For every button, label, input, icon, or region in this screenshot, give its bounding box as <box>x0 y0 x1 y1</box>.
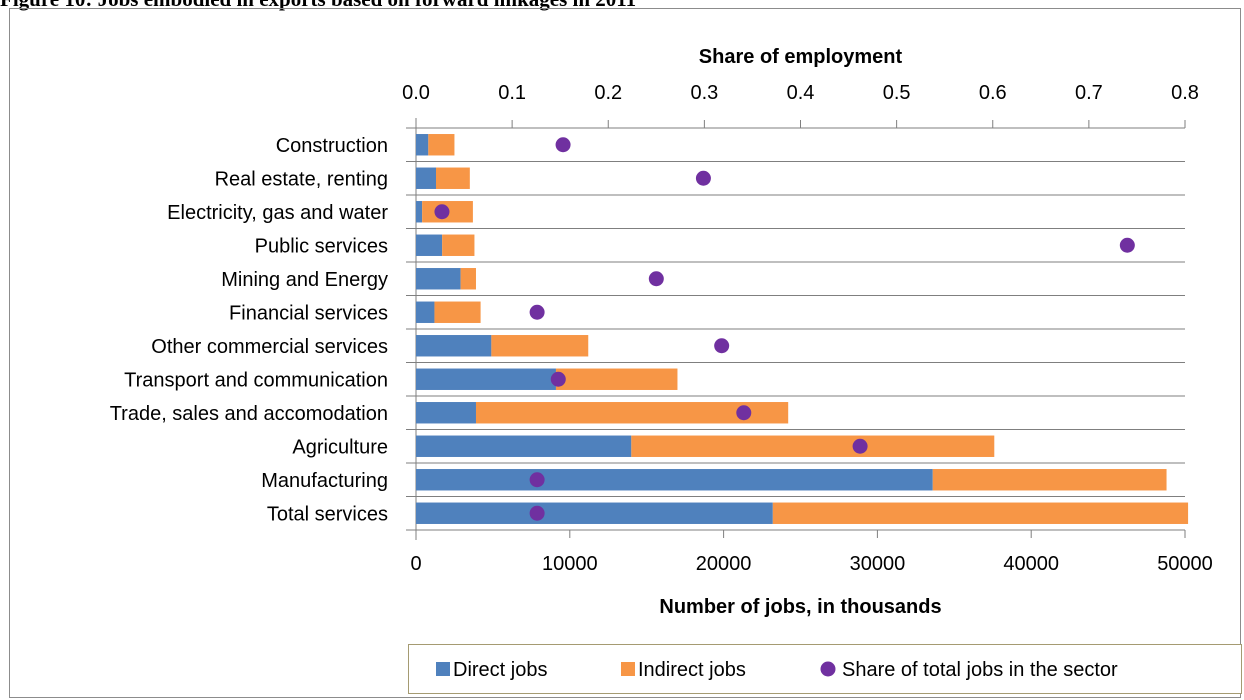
bottom-tick-label: 0 <box>410 553 421 575</box>
bottom-tick-label: 10000 <box>542 553 598 575</box>
share-marker <box>434 204 450 220</box>
bar-direct-jobs <box>416 268 461 290</box>
bar-indirect-jobs <box>428 134 455 156</box>
category-labels: Construction Real estate, renting Electric… <box>110 135 389 526</box>
top-axis-ticks: 0.0 0.1 0.2 0.3 0.4 0.5 0.6 0.7 0.8 <box>402 82 1199 104</box>
share-marker <box>852 438 868 454</box>
bar-direct-jobs <box>416 435 632 457</box>
figure-title: Figure 10: Jobs embodied in exports base… <box>0 0 636 11</box>
share-marker <box>529 505 545 521</box>
bar-direct-jobs <box>416 469 933 491</box>
category-label: Electricity, gas and water <box>167 202 388 224</box>
bar-indirect-jobs <box>772 502 1189 524</box>
share-marker <box>695 170 711 186</box>
bar-direct-jobs <box>416 167 436 189</box>
bottom-axis-title: Number of jobs, in thousands <box>659 596 941 618</box>
category-label: Construction <box>276 135 388 157</box>
bar-direct-jobs <box>416 301 435 323</box>
share-marker <box>529 304 545 320</box>
category-label: Real estate, renting <box>215 168 388 190</box>
bar-direct-jobs <box>416 134 429 156</box>
share-marker <box>736 405 752 421</box>
share-marker <box>550 371 566 387</box>
top-tick-label: 0.7 <box>1075 82 1103 104</box>
category-label: Total services <box>267 503 388 525</box>
bar-direct-jobs <box>416 502 773 524</box>
category-label: Financial services <box>229 302 388 324</box>
legend <box>408 644 1242 694</box>
top-tick-label: 0.4 <box>787 82 815 104</box>
top-tick-label: 0.0 <box>402 82 430 104</box>
category-label: Mining and Energy <box>221 269 388 291</box>
bar-indirect-jobs <box>932 469 1167 491</box>
bar-indirect-jobs <box>435 167 470 189</box>
share-marker <box>1119 237 1135 253</box>
bar-indirect-jobs <box>434 301 481 323</box>
share-marker <box>555 137 571 153</box>
top-tick-label: 0.2 <box>594 82 622 104</box>
top-tick-label: 0.5 <box>883 82 911 104</box>
category-label: Transport and communication <box>124 369 388 391</box>
category-label: Other commercial services <box>151 336 388 358</box>
bottom-tick-label: 40000 <box>1003 553 1059 575</box>
bottom-tick-label: 50000 <box>1157 553 1213 575</box>
bottom-axis-ticks: 0 10000 20000 30000 40000 50000 <box>410 553 1212 575</box>
category-label: Public services <box>255 235 388 257</box>
top-axis-title: Share of employment <box>699 46 903 68</box>
top-tick-label: 0.6 <box>979 82 1007 104</box>
bar-indirect-jobs <box>491 335 589 357</box>
share-markers <box>434 137 1135 521</box>
share-marker <box>714 338 730 354</box>
bar-indirect-jobs <box>442 234 475 256</box>
bar-indirect-jobs <box>460 268 476 290</box>
share-marker <box>529 472 545 488</box>
category-label: Agriculture <box>292 436 388 458</box>
bar-direct-jobs <box>416 368 556 390</box>
bar-indirect-jobs <box>555 368 678 390</box>
share-marker <box>648 271 664 287</box>
bar-direct-jobs <box>416 402 476 424</box>
bar-direct-jobs <box>416 234 443 256</box>
bar-direct-jobs <box>416 335 492 357</box>
bar-indirect-jobs <box>631 435 995 457</box>
bottom-tick-label: 30000 <box>850 553 906 575</box>
category-label: Trade, sales and accomodation <box>110 403 388 425</box>
top-tick-label: 0.1 <box>498 82 526 104</box>
top-tick-label: 0.3 <box>690 82 718 104</box>
top-tick-label: 0.8 <box>1171 82 1199 104</box>
chart-frame <box>9 8 1241 698</box>
bar-direct-jobs <box>416 201 423 223</box>
category-label: Manufacturing <box>261 470 388 492</box>
bottom-tick-label: 20000 <box>696 553 752 575</box>
bar-indirect-jobs <box>475 402 789 424</box>
gridlines <box>406 118 1186 540</box>
